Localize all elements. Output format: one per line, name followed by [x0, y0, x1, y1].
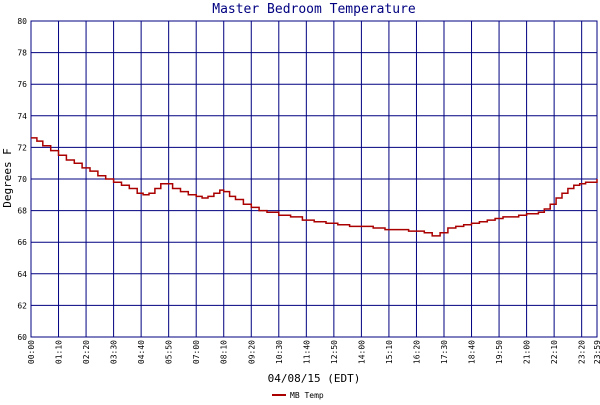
x-tick-label: 10:30: [275, 340, 284, 364]
series-line-mb-temp: [31, 137, 598, 237]
y-tick-label: 62: [17, 301, 27, 310]
x-tick-label: 03:30: [110, 340, 119, 364]
y-tick-label: 66: [17, 238, 27, 247]
y-tick-label: 72: [17, 143, 27, 152]
y-tick-label: 70: [17, 175, 27, 184]
series-layer: [31, 137, 598, 237]
x-axis-label: 04/08/15 (EDT): [268, 372, 361, 385]
x-tick-label: 19:50: [495, 340, 504, 364]
tick-labels: 60 62 64 66 68 70 72 74 76 78 80 00:00 01:10 02:20 03:…: [17, 17, 600, 364]
x-tick-label: 23:59: [593, 340, 600, 364]
x-tick-label: 15:10: [385, 340, 394, 364]
x-tick-label: 08:10: [220, 340, 229, 364]
y-tick-label: 64: [17, 270, 27, 279]
x-tick-label: 14:00: [357, 340, 366, 364]
x-tick-label: 23:20: [578, 340, 587, 364]
y-tick-label: 68: [17, 207, 27, 216]
y-axis-label: Degrees F: [1, 148, 14, 208]
y-tick-label: 74: [17, 112, 27, 121]
y-tick-label: 80: [17, 17, 27, 26]
x-tick-label: 01:10: [55, 340, 64, 364]
y-tick-label: 76: [17, 80, 27, 89]
x-tick-label: 02:20: [82, 340, 91, 364]
x-tick-label: 17:30: [440, 340, 449, 364]
legend: MB Temp: [272, 391, 324, 400]
y-tick-label: 60: [17, 333, 27, 342]
x-tick-label: 07:00: [192, 340, 201, 364]
x-tick-label: 12:50: [330, 340, 339, 364]
x-tick-label: 18:40: [468, 340, 477, 364]
x-tick-label: 22:10: [550, 340, 559, 364]
x-tick-label: 04:40: [137, 340, 146, 364]
x-tick-label: 11:40: [302, 340, 311, 364]
x-tick-label: 09:20: [247, 340, 256, 364]
chart-title: Master Bedroom Temperature: [212, 2, 416, 17]
y-tick-label: 78: [17, 49, 27, 58]
x-tick-label: 05:50: [165, 340, 174, 364]
legend-label: MB Temp: [290, 391, 324, 400]
grid: [30, 20, 598, 338]
x-tick-label: 16:20: [412, 340, 421, 364]
x-tick-label: 00:00: [27, 340, 36, 364]
x-tick-label: 21:00: [523, 340, 532, 364]
